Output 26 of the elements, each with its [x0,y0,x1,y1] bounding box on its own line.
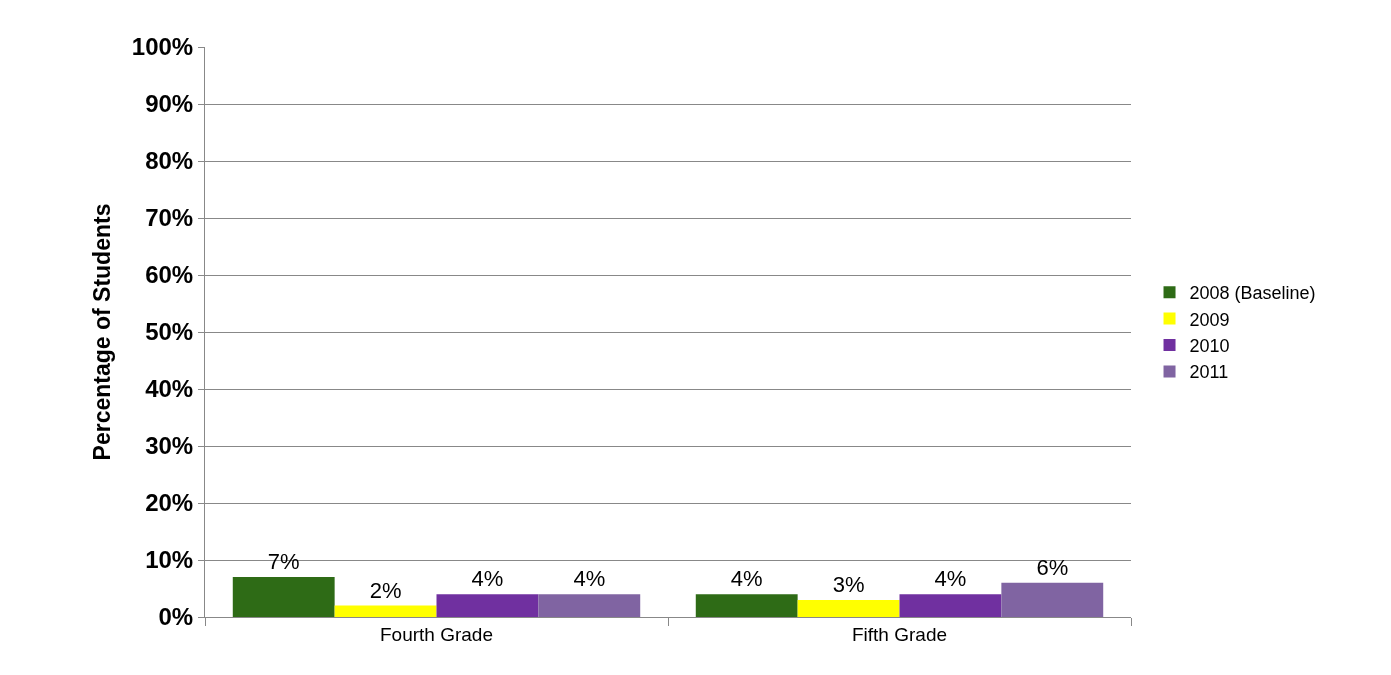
legend-label: 2011 [1189,362,1229,383]
legend-label: 2009 [1189,309,1230,330]
y-tick-label: 40% [145,375,194,403]
data-label: 4% [471,566,504,592]
y-tick-label: 100% [131,33,194,61]
y-tick-label: 70% [145,204,194,232]
x-tick-label: Fifth Grade [851,623,948,645]
legend-label: 2008 (Baseline) [1189,283,1316,304]
data-label: 4% [730,566,763,592]
y-axis-title: Percentage of Students [89,203,116,461]
x-tick-label: Fourth Grade [380,623,493,645]
y-tick-label: 60% [145,261,194,289]
data-label: 6% [1036,554,1069,580]
y-tick-label: 10% [145,546,194,574]
y-tick-label: 20% [145,489,194,517]
data-label: 4% [934,566,967,592]
y-tick-label: 80% [145,147,194,175]
y-tick-label: 90% [145,90,194,118]
data-label: 4% [573,566,606,592]
data-label: 7% [267,549,300,575]
data-label: 3% [832,571,865,597]
y-tick-label: 50% [145,318,194,346]
legend-label: 2010 [1189,336,1230,357]
y-tick-label: 30% [145,432,194,460]
data-label: 2% [369,577,402,603]
y-tick-label: 0% [158,603,194,631]
